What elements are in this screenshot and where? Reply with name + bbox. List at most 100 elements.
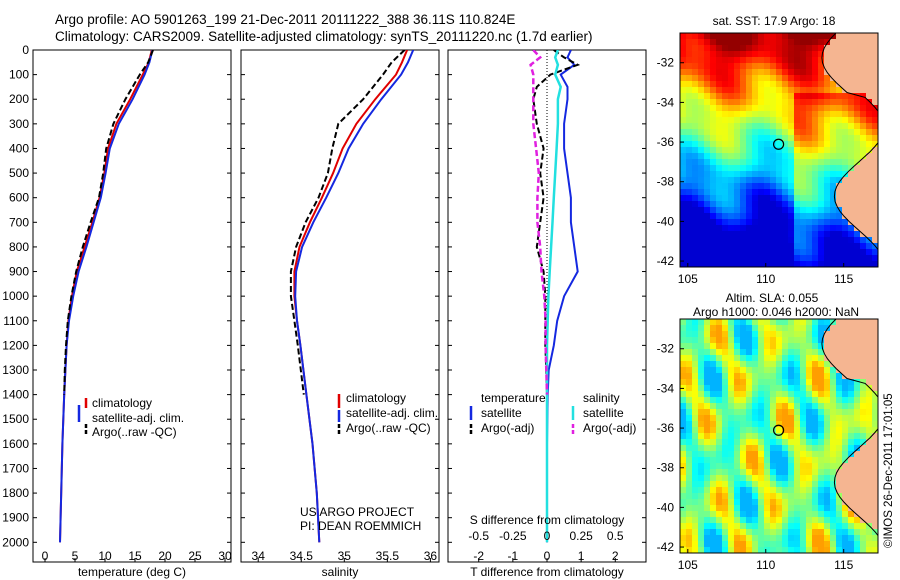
sla-map-title2: Argo h1000: 0.046 h2000: NaN — [693, 305, 859, 319]
legend-salinity-title: salinity — [583, 391, 620, 405]
temperature-plot — [59, 50, 154, 543]
x-tick-label: -1 — [508, 549, 519, 563]
sst-map-title: sat. SST: 17.9 Argo: 18 — [713, 14, 836, 28]
y-tick-label: 900 — [9, 265, 29, 279]
y-tick-label: 1300 — [2, 363, 29, 377]
map-x-tick-label: 110 — [756, 272, 775, 286]
series-line — [59, 50, 154, 543]
map-x-tick-label: 110 — [756, 558, 775, 572]
series-line — [289, 50, 406, 395]
y-tick-label: 1200 — [2, 338, 29, 352]
salinity-legend: climatology satellite-adj. clim. Argo(..… — [337, 391, 438, 436]
salinity-plot — [289, 50, 415, 543]
y-tick-label: 800 — [9, 240, 29, 254]
map-x-tick-label: 115 — [834, 558, 853, 572]
map-y-tick-label: -38 — [657, 175, 675, 189]
series-line — [545, 50, 563, 543]
sla-map — [680, 319, 878, 553]
map-y-tick-label: -34 — [657, 95, 675, 109]
y-tick-label: 1900 — [2, 511, 29, 525]
float-marker — [772, 138, 785, 150]
y-tick-label: 1500 — [2, 412, 29, 426]
coastline — [821, 33, 878, 251]
series-line — [529, 50, 549, 395]
x-tick-label: 35 — [338, 549, 352, 563]
map-x-tick-label: 115 — [834, 272, 853, 286]
y-tick-label: 0 — [22, 43, 29, 57]
sla-map-frame — [679, 318, 879, 554]
imos-timestamp: ©IMOS 26-Dec-2011 17:01:05 — [883, 393, 895, 548]
x-tick-label: 0 — [42, 549, 49, 563]
x-tick-label: -2 — [473, 549, 484, 563]
temperature-legend: climatology satellite-adj. clim. Argo(..… — [77, 396, 184, 439]
map-y-tick-label: -38 — [657, 461, 675, 475]
x-top-tick-label: 0.25 — [569, 529, 593, 543]
x-tick-label: 2 — [612, 549, 619, 563]
temperature-xlabel: temperature (deg C) — [78, 565, 186, 579]
y-tick-label: 1700 — [2, 461, 29, 475]
x-top-tick-label: 0 — [544, 529, 551, 543]
difference-xlabel: T difference from climatology — [470, 565, 624, 579]
map-y-tick-label: -32 — [657, 342, 675, 356]
x-tick-label: 1 — [578, 549, 585, 563]
map-x-tick-label: 105 — [678, 558, 698, 572]
legend-sal-argo-label: Argo(-adj) — [583, 421, 636, 435]
y-tick-label: 400 — [9, 141, 29, 155]
map-y-tick-label: -34 — [657, 381, 675, 395]
y-tick-label: 700 — [9, 215, 29, 229]
legend-sal-satellite-label: satellite — [583, 406, 624, 420]
x-axis-ticks: 0 5 10 15 20 25 30 34 34.5 35 35.5 36 -2 -1 0 1 2 -0.5 -0.… — [42, 529, 624, 563]
x-tick-label: 35.5 — [376, 549, 400, 563]
series-line — [293, 50, 409, 543]
map-y-tick-label: -40 — [657, 214, 675, 228]
y-tick-label: 1600 — [2, 437, 29, 451]
x-tick-label: 34.5 — [290, 549, 314, 563]
sst-map-frame — [679, 32, 879, 268]
legend-argo-label: Argo(..raw -QC) — [346, 421, 431, 435]
x-tick-label: 5 — [72, 549, 79, 563]
temperature-panel-frame — [32, 49, 232, 563]
x-top-tick-label: 0.5 — [607, 529, 624, 543]
y-tick-label: 200 — [9, 92, 29, 106]
coastline — [821, 319, 878, 537]
y-tick-label: 500 — [9, 166, 29, 180]
y-tick-label: 1100 — [3, 314, 29, 328]
map-y-tick-label: -36 — [657, 135, 675, 149]
y-tick-label: 1000 — [2, 289, 29, 303]
sla-map-title1: Altim. SLA: 0.055 — [726, 291, 819, 305]
difference-plot — [529, 50, 581, 543]
legend-temperature-title: temperature — [481, 391, 546, 405]
x-tick-label: 20 — [158, 549, 172, 563]
map-y-tick-label: -36 — [657, 421, 675, 435]
x-tick-label: 0 — [544, 549, 551, 563]
y-tick-label: 2000 — [2, 535, 29, 549]
credit-pi: PI: DEAN ROEMMICH — [300, 519, 421, 533]
credit-project: US ARGO PROJECT — [300, 505, 415, 519]
legend-temp-satellite-label: satellite — [481, 406, 522, 420]
map-y-tick-label: -40 — [657, 500, 675, 514]
salinity-xlabel: salinity — [322, 565, 359, 579]
difference-legend: temperature salinity satellite Argo(-adj… — [469, 391, 636, 436]
x-tick-label: 34 — [252, 549, 266, 563]
y-tick-label: 1400 — [2, 388, 29, 402]
y-tick-label: 1800 — [2, 486, 29, 500]
legend-argo-label: Argo(..raw -QC) — [92, 425, 177, 439]
x-tick-label: 25 — [188, 549, 202, 563]
legend-satellite-label: satellite-adj. clim. — [346, 406, 438, 420]
y-tick-label: 600 — [9, 191, 29, 205]
legend-temp-argo-label: Argo(-adj) — [481, 421, 534, 435]
header-line2: Climatology: CARS2009. Satellite-adjuste… — [55, 29, 593, 44]
map-x-tick-label: 105 — [678, 272, 698, 286]
series-line — [546, 50, 579, 543]
x-tick-label: 15 — [128, 549, 142, 563]
series-line — [63, 50, 154, 395]
x-top-tick-label: -0.5 — [468, 529, 489, 543]
series-line — [294, 50, 415, 543]
salinity-panel-frame — [240, 49, 440, 563]
map-y-tick-label: -42 — [657, 540, 675, 554]
x-tick-label: 10 — [98, 549, 112, 563]
depth-axis: 0 100 200 300 400 500 600 700 800 900 1000 1100 1200… — [2, 43, 646, 549]
x-tick-label: 30 — [218, 549, 232, 563]
header-line1: Argo profile: AO 5901263_199 21-Dec-2011… — [55, 12, 516, 27]
